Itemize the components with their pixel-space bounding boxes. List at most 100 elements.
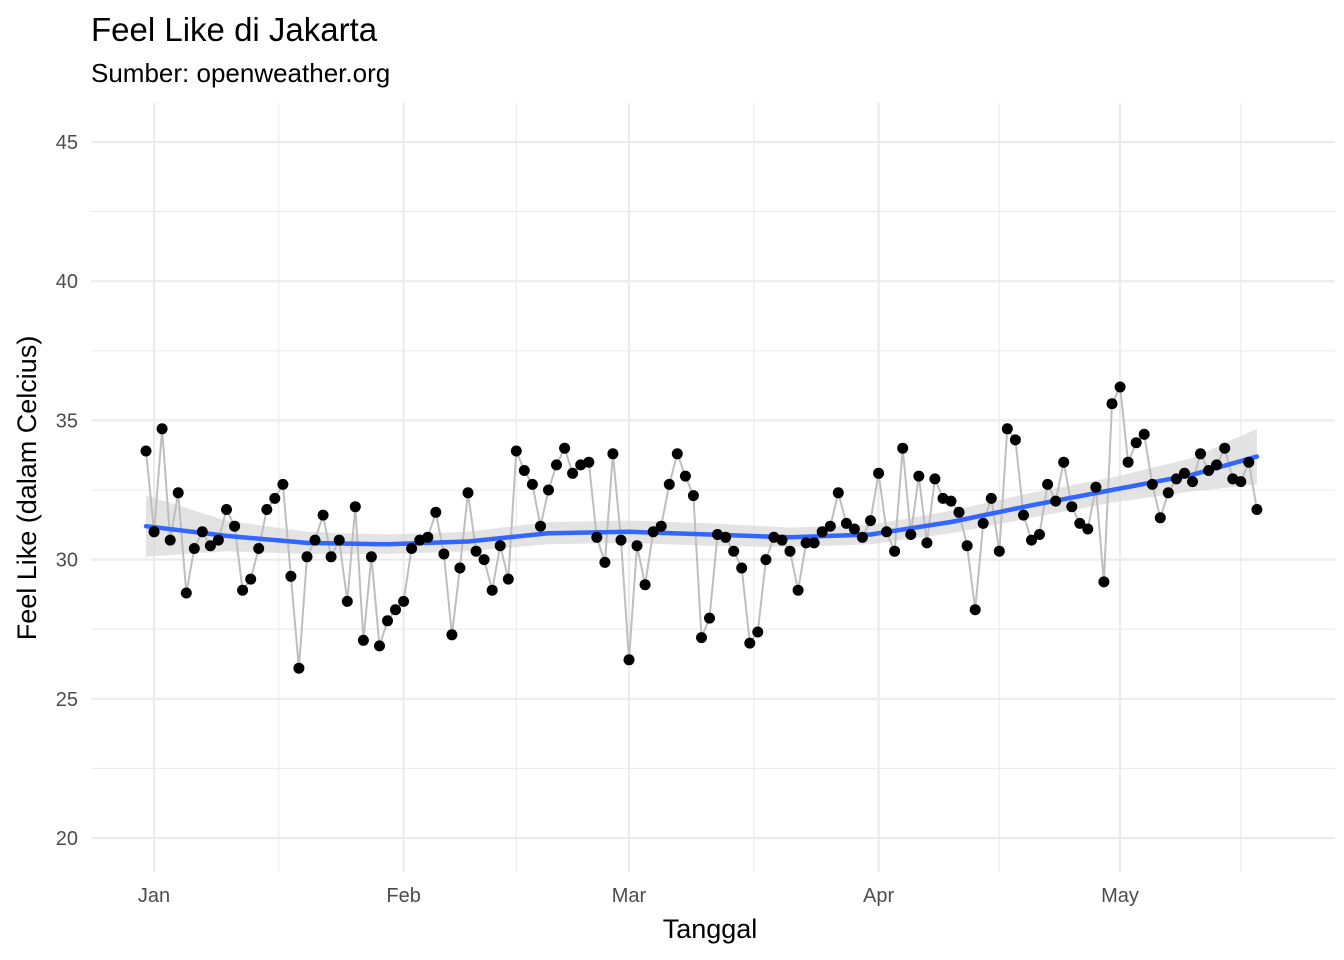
data-point [953,506,965,518]
y-axis-ticks: 20 25 30 35 40 45 [56,132,78,850]
data-point [784,545,796,557]
data-point [518,465,530,476]
data-point [873,467,885,479]
data-point [1001,423,1013,435]
data-point [1235,476,1247,488]
data-points [140,381,1263,674]
data-point [1138,428,1150,440]
x-tick-label: May [1101,885,1139,907]
data-point [357,634,369,646]
data-point [1090,481,1102,493]
data-point [164,534,176,546]
data-point [478,554,490,566]
data-point [969,604,981,616]
y-tick-label: 20 [56,828,78,850]
data-point [623,654,635,666]
data-point [977,517,989,529]
data-point [961,540,973,552]
data-point [1130,437,1142,449]
data-point [1170,473,1182,485]
data-point [285,570,297,582]
data-point [237,584,249,596]
data-point [1082,523,1094,535]
data-point [816,526,828,538]
x-tick-label: Apr [863,885,894,907]
data-point [374,640,385,652]
y-axis-title: Feel Like (dalam Celcius) [12,336,42,641]
grid [91,103,1335,872]
x-tick-label: Feb [386,885,420,907]
data-point [454,562,466,574]
data-point [494,540,506,552]
x-tick-label: Jan [138,885,170,907]
data-point [301,551,313,563]
y-tick-label: 30 [56,550,78,572]
data-point [615,534,627,546]
data-point [245,573,257,585]
x-axis-ticks: Jan Feb Mar Apr May [138,885,1139,907]
chart-subtitle: Sumber: openweather.org [91,58,391,88]
data-point [1050,495,1062,507]
data-point [832,487,844,499]
data-point [1098,576,1110,588]
data-point [679,470,691,482]
smooth-trend-line [143,454,1260,547]
data-point [470,545,482,557]
data-point [204,540,216,552]
data-point [551,459,562,471]
data-point [567,467,579,479]
data-point [341,595,353,607]
data-point [1187,476,1198,488]
data-point [985,492,997,504]
data-point [1203,465,1215,476]
data-point [905,529,917,540]
data-point [196,526,208,538]
data-point [1179,467,1190,479]
data-point [309,534,321,546]
data-point [607,448,619,460]
data-point [736,562,748,574]
data-point [406,543,418,554]
data-point [486,584,498,596]
data-point [1251,504,1263,515]
data-point [1146,478,1158,490]
data-point [140,445,152,457]
data-point [510,445,522,457]
data-point [1074,517,1086,529]
y-tick-label: 40 [56,271,78,293]
data-point [752,626,764,638]
data-point [1195,448,1206,460]
smooth-polyline [143,454,1260,547]
data-point [583,456,595,468]
data-point [398,595,410,607]
data-point [422,531,434,543]
data-point [253,543,265,554]
data-point [325,551,337,563]
data-point [317,509,329,521]
data-point [1034,529,1045,540]
chart-title: Feel Like di Jakarta [91,11,378,48]
data-point [1219,442,1231,454]
data-point [792,584,804,596]
data-point [1042,478,1054,490]
data-point [333,534,345,546]
data-point [180,587,192,599]
data-point [221,504,232,515]
data-point [156,423,168,435]
data-point [913,470,925,482]
data-point [744,637,756,649]
data-point [277,478,289,490]
data-point [293,662,305,674]
data-point [1106,398,1118,410]
data-point [687,490,699,502]
data-point [1009,434,1021,446]
data-point [430,506,442,518]
data-point [1114,381,1126,393]
data-point [212,534,224,546]
data-point [1122,456,1134,468]
data-point [865,515,876,527]
x-tick-label: Mar [612,885,647,907]
data-point [1018,509,1029,521]
data-point [1211,459,1223,471]
y-tick-label: 35 [56,410,78,432]
